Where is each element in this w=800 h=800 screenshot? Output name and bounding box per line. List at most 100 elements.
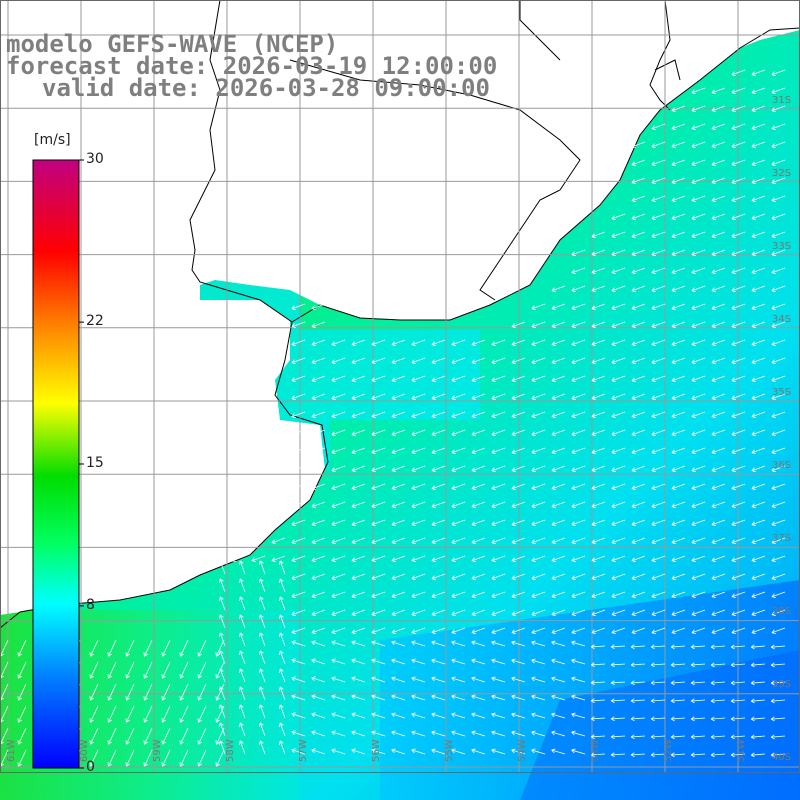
wind-arrow bbox=[671, 519, 686, 526]
wind-arrow bbox=[451, 591, 466, 598]
wind-arrow bbox=[671, 303, 686, 310]
wind-arrow bbox=[551, 357, 566, 364]
wind-arrow bbox=[431, 357, 446, 364]
wind-arrow bbox=[711, 573, 726, 580]
wind-arrow bbox=[311, 591, 326, 598]
wind-arrow bbox=[611, 537, 626, 544]
wind-arrow bbox=[551, 375, 566, 382]
wind-arrow bbox=[219, 560, 226, 575]
wind-arrow bbox=[107, 727, 117, 745]
wind-arrow bbox=[751, 285, 766, 292]
wind-arrow bbox=[371, 712, 386, 719]
wind-arrow bbox=[591, 591, 606, 598]
wind-arrow bbox=[431, 483, 446, 490]
wind-arrow bbox=[731, 609, 746, 616]
wind-arrow bbox=[591, 573, 606, 580]
wind-arrow bbox=[431, 393, 446, 400]
longitude-label: 60W bbox=[79, 739, 90, 762]
wind-arrow bbox=[691, 573, 706, 580]
wind-arrow bbox=[711, 213, 726, 220]
wind-arrow bbox=[651, 357, 666, 364]
wind-arrow bbox=[511, 447, 526, 454]
wind-arrow bbox=[125, 705, 135, 723]
wind-arrow bbox=[711, 159, 726, 166]
wind-arrow bbox=[291, 573, 306, 580]
wind-arrow bbox=[351, 748, 366, 755]
valid-date: valid date: 2026-03-28 09:00:00 bbox=[42, 74, 490, 102]
wind-arrow bbox=[691, 195, 706, 202]
wind-arrow bbox=[451, 658, 466, 665]
wind-arrow bbox=[89, 683, 99, 701]
wind-arrow bbox=[771, 375, 786, 382]
wind-arrow bbox=[511, 411, 526, 418]
wind-arrow bbox=[197, 661, 207, 679]
wind-arrow bbox=[279, 614, 286, 629]
wind-arrow bbox=[311, 393, 326, 400]
wind-arrow bbox=[451, 676, 466, 683]
wind-arrow bbox=[650, 752, 666, 758]
wind-arrow bbox=[631, 591, 646, 598]
wind-arrow bbox=[311, 519, 326, 526]
wind-arrow bbox=[591, 231, 606, 238]
wind-arrow bbox=[590, 716, 606, 722]
wind-arrow bbox=[691, 357, 706, 364]
longitude-label: 53W bbox=[590, 739, 601, 762]
wind-arrow bbox=[771, 141, 786, 148]
wind-arrow bbox=[411, 712, 426, 719]
wind-arrow bbox=[511, 429, 526, 436]
wind-arrow bbox=[691, 591, 706, 598]
wind-arrow bbox=[730, 662, 746, 668]
wind-arrow bbox=[431, 640, 446, 647]
wind-arrow bbox=[611, 609, 626, 616]
wind-arrow bbox=[197, 749, 207, 767]
wind-arrow bbox=[107, 705, 117, 723]
wind-arrow bbox=[671, 465, 686, 472]
wind-arrow bbox=[711, 303, 726, 310]
wind-arrow bbox=[531, 303, 546, 310]
wind-arrow bbox=[451, 483, 466, 490]
wind-arrow bbox=[750, 644, 766, 650]
wind-arrow bbox=[279, 722, 286, 737]
wind-arrow bbox=[511, 501, 526, 508]
wind-arrow bbox=[271, 555, 286, 562]
wind-arrow bbox=[511, 321, 526, 328]
wind-arrow bbox=[291, 375, 306, 382]
wind-arrow bbox=[611, 321, 626, 328]
wind-arrow bbox=[631, 555, 646, 562]
wind-arrow bbox=[751, 429, 766, 436]
wind-arrow bbox=[731, 339, 746, 346]
wind-arrow bbox=[161, 639, 171, 657]
wind-arrow bbox=[431, 375, 446, 382]
wind-arrow bbox=[331, 609, 346, 616]
wind-arrow bbox=[331, 712, 346, 719]
wind-arrow bbox=[751, 123, 766, 130]
wind-arrow bbox=[471, 393, 486, 400]
wind-arrow bbox=[651, 483, 666, 490]
wind-arrow bbox=[511, 694, 526, 701]
colorbar-tick-label: 15 bbox=[86, 455, 104, 471]
wind-arrow bbox=[731, 483, 746, 490]
wind-arrow bbox=[351, 555, 366, 562]
wind-arrow bbox=[491, 609, 506, 616]
wind-arrow bbox=[611, 375, 626, 382]
wind-arrow bbox=[691, 303, 706, 310]
wind-arrow bbox=[291, 591, 306, 598]
wind-arrow bbox=[89, 639, 99, 657]
wind-arrow bbox=[215, 683, 225, 701]
wind-arrow bbox=[271, 537, 286, 544]
wind-arrow bbox=[731, 429, 746, 436]
wind-arrow bbox=[671, 357, 686, 364]
wind-arrow bbox=[411, 573, 426, 580]
wind-arrow bbox=[751, 69, 766, 76]
wind-arrow bbox=[259, 722, 266, 737]
wind-arrow bbox=[690, 662, 706, 668]
latitude-label: 40S bbox=[772, 752, 791, 763]
wind-arrow bbox=[671, 411, 686, 418]
wind-arrow bbox=[731, 141, 746, 148]
wind-arrow bbox=[571, 591, 586, 598]
wind-arrow bbox=[711, 87, 726, 94]
wind-arrow bbox=[771, 429, 786, 436]
wind-arrow bbox=[710, 716, 726, 722]
wind-arrow bbox=[631, 375, 646, 382]
wind-arrow bbox=[771, 609, 786, 616]
